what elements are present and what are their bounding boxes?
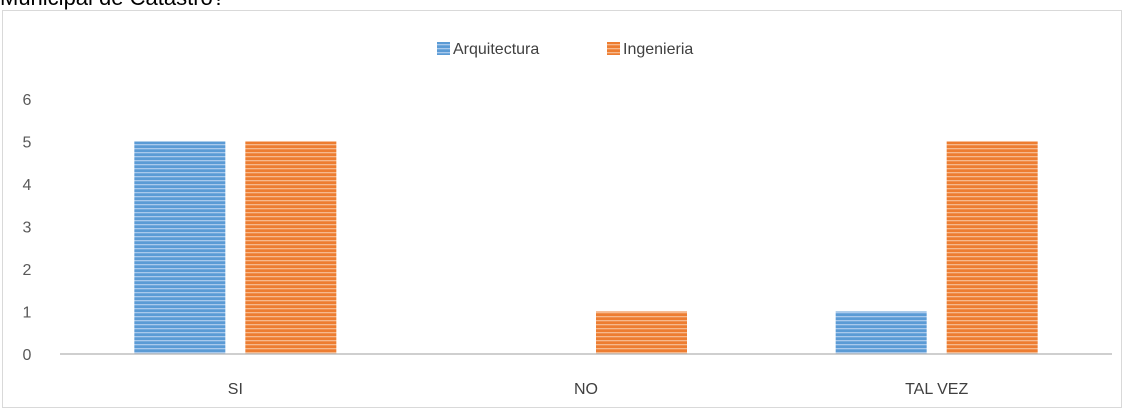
- bar-arquitectura-si: [134, 141, 226, 354]
- y-tick-label: 3: [23, 220, 32, 237]
- x-category-label: NO: [574, 381, 598, 398]
- legend-label-arquitectura: Arquitectura: [453, 41, 539, 58]
- legend-swatch-arquitectura: [437, 42, 450, 55]
- y-tick-label: 4: [23, 177, 32, 194]
- y-axis: 0 1 2 3 4 5 6: [23, 92, 32, 364]
- legend-swatch-ingenieria: [607, 42, 620, 55]
- legend: Arquitectura Ingenieria: [437, 41, 693, 58]
- bar-ingenieria-si: [245, 141, 337, 354]
- bars: [134, 141, 1038, 354]
- x-category-label: TAL VEZ: [905, 381, 968, 398]
- legend-label-ingenieria: Ingenieria: [623, 41, 693, 58]
- bar-arquitectura-tal-vez: [835, 311, 927, 354]
- figure-caption: Municipal de Catastro?: [0, 0, 225, 11]
- bar-ingenieria-no: [596, 311, 687, 354]
- x-category-label: SI: [228, 381, 243, 398]
- bar-ingenieria-tal-vez: [946, 141, 1038, 354]
- y-tick-label: 5: [23, 135, 32, 152]
- y-tick-label: 2: [23, 262, 32, 279]
- y-tick-label: 6: [23, 92, 32, 109]
- y-tick-label: 0: [23, 347, 32, 364]
- x-axis: SI NO TAL VEZ: [228, 381, 969, 398]
- y-tick-label: 1: [23, 305, 32, 322]
